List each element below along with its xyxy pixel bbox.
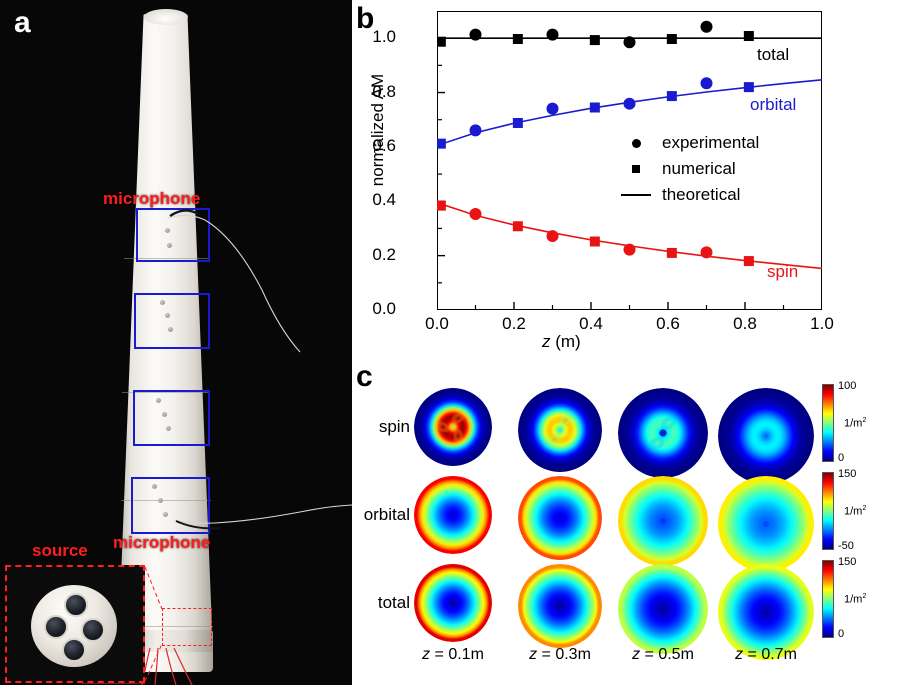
legend-item-theoretical: theoretical bbox=[610, 182, 759, 208]
heatmap-cell-spin-1 bbox=[518, 388, 602, 472]
driver-unit bbox=[62, 638, 86, 662]
inset-connector bbox=[144, 566, 163, 682]
x-tick-label: 1.0 bbox=[810, 314, 834, 333]
x-tick-label: 0.6 bbox=[656, 314, 680, 333]
circle-marker-icon bbox=[610, 138, 662, 148]
legend-item-experimental: experimental bbox=[610, 130, 759, 156]
colorbar-unit-label: 1/m2 bbox=[844, 504, 867, 518]
tube-hole bbox=[167, 243, 172, 248]
tube-hole bbox=[166, 426, 171, 431]
tube-seam bbox=[121, 500, 211, 501]
series-label-spin: spin bbox=[767, 262, 799, 281]
heatmap-column-label-2: z = 0.5m bbox=[632, 646, 694, 663]
roi-box bbox=[133, 390, 210, 446]
source-cables bbox=[82, 647, 193, 685]
heatmap-cell-total-3 bbox=[718, 564, 814, 660]
heatmap-row-label-total: total bbox=[377, 593, 410, 612]
driver-unit bbox=[44, 615, 68, 639]
tube-seam bbox=[122, 392, 210, 393]
colorbar-min-label: 0 bbox=[838, 452, 845, 464]
roi-box bbox=[136, 208, 210, 262]
microphone-label-bottom: microphone bbox=[113, 533, 211, 552]
y-axis-label: normalized AM bbox=[368, 73, 387, 187]
x-tick-label: 0.0 bbox=[425, 314, 449, 333]
colorbar-max-label: 100 bbox=[838, 380, 857, 392]
heatmap-cell-total-2 bbox=[618, 564, 708, 654]
driver-unit bbox=[81, 618, 105, 642]
driver-unit bbox=[64, 593, 88, 617]
panel-a-photograph: a microphone microphone source bbox=[0, 0, 352, 685]
roi-box bbox=[131, 477, 210, 534]
tube-hole bbox=[152, 484, 157, 489]
heatmap-row-label-orbital: orbital bbox=[363, 505, 410, 524]
heatmap-cell-spin-0 bbox=[414, 388, 492, 466]
legend-label: theoretical bbox=[662, 185, 741, 204]
colorbar-unit-label: 1/m2 bbox=[844, 416, 867, 430]
roi-box bbox=[134, 293, 210, 349]
heatmap-cell-orbital-1 bbox=[518, 476, 602, 560]
tube-hole bbox=[156, 398, 161, 403]
plot-canvas bbox=[437, 11, 822, 310]
y-tick-label: 0.0 bbox=[372, 299, 396, 318]
legend-label: numerical bbox=[662, 159, 736, 178]
tube-top-rim bbox=[144, 9, 188, 25]
tube-hole bbox=[163, 512, 168, 517]
heatmap-cell-orbital-3 bbox=[718, 476, 814, 572]
tube-hole bbox=[165, 313, 170, 318]
heatmap-cell-spin-3 bbox=[718, 388, 814, 484]
y-tick-label: 0.6 bbox=[372, 135, 396, 155]
tube-seam bbox=[124, 258, 208, 259]
x-axis-label: z (m) bbox=[542, 332, 581, 351]
tube-hole bbox=[168, 327, 173, 332]
microphone-label-top: microphone bbox=[103, 189, 201, 208]
colorbar-orbital bbox=[822, 472, 834, 550]
chart-legend: experimental numerical theoretical bbox=[610, 130, 759, 208]
tube-hole bbox=[165, 228, 170, 233]
x-tick-label: 0.8 bbox=[733, 314, 757, 333]
x-tick-label: 0.4 bbox=[579, 314, 603, 333]
source-inset-photo bbox=[5, 565, 145, 683]
panel-a-letter: a bbox=[14, 6, 31, 39]
heatmap-row-label-spin: spin bbox=[378, 417, 410, 436]
square-marker-icon bbox=[610, 165, 662, 173]
y-tick-label: 0.8 bbox=[372, 81, 396, 101]
tube-seam bbox=[119, 626, 213, 627]
source-disc bbox=[31, 585, 117, 667]
line-marker-icon bbox=[610, 194, 662, 196]
colorbar-spin bbox=[822, 384, 834, 462]
panel-c-letter: c bbox=[356, 360, 373, 393]
plot-frame bbox=[437, 11, 822, 310]
heatmap-cell-total-0 bbox=[414, 564, 492, 642]
series-label-orbital: orbital bbox=[750, 95, 797, 114]
heatmap-cell-orbital-2 bbox=[618, 476, 708, 566]
colorbar-max-label: 150 bbox=[838, 556, 857, 568]
source-label: source bbox=[32, 541, 88, 560]
tube-hole bbox=[162, 412, 167, 417]
colorbar-min-label: -50 bbox=[838, 540, 854, 552]
y-tick-label: 0.2 bbox=[372, 244, 396, 264]
panel-b-chart: b 0.0 0.2 0.4 0.6 0.8 1.0 0.0 0.2 0.4 0.6 0.8 1.0 … bbox=[352, 0, 899, 358]
y-tick-label: 0.4 bbox=[372, 190, 396, 210]
x-tick-label: 0.2 bbox=[502, 314, 526, 333]
series-label-total: total bbox=[757, 45, 790, 64]
y-tick-label: 1.0 bbox=[372, 27, 396, 47]
heatmap-column-label-1: z = 0.3m bbox=[529, 646, 591, 663]
colorbar-min-label: 0 bbox=[838, 628, 845, 640]
heatmap-column-label-3: z = 0.7m bbox=[735, 646, 797, 663]
microphone-wires bbox=[167, 209, 352, 530]
heatmap-cell-total-1 bbox=[518, 564, 602, 648]
source-zoom-region bbox=[162, 608, 212, 646]
colorbar-total bbox=[822, 560, 834, 638]
heatmap-cell-spin-2 bbox=[618, 388, 708, 478]
tube-hole bbox=[158, 498, 163, 503]
panel-b-letter: b bbox=[356, 2, 375, 35]
tube-hole bbox=[160, 300, 165, 305]
colorbar-max-label: 150 bbox=[838, 468, 857, 480]
legend-item-numerical: numerical bbox=[610, 156, 759, 182]
colorbar-unit-label: 1/m2 bbox=[844, 592, 867, 606]
heatmap-cell-orbital-0 bbox=[414, 476, 492, 554]
legend-label: experimental bbox=[662, 133, 760, 152]
panel-c-heatmaps: c spin orbital total 100 1/m2 0 150 1/m2 -50 150… bbox=[352, 358, 899, 685]
heatmap-column-label-0: z = 0.1m bbox=[422, 646, 484, 663]
